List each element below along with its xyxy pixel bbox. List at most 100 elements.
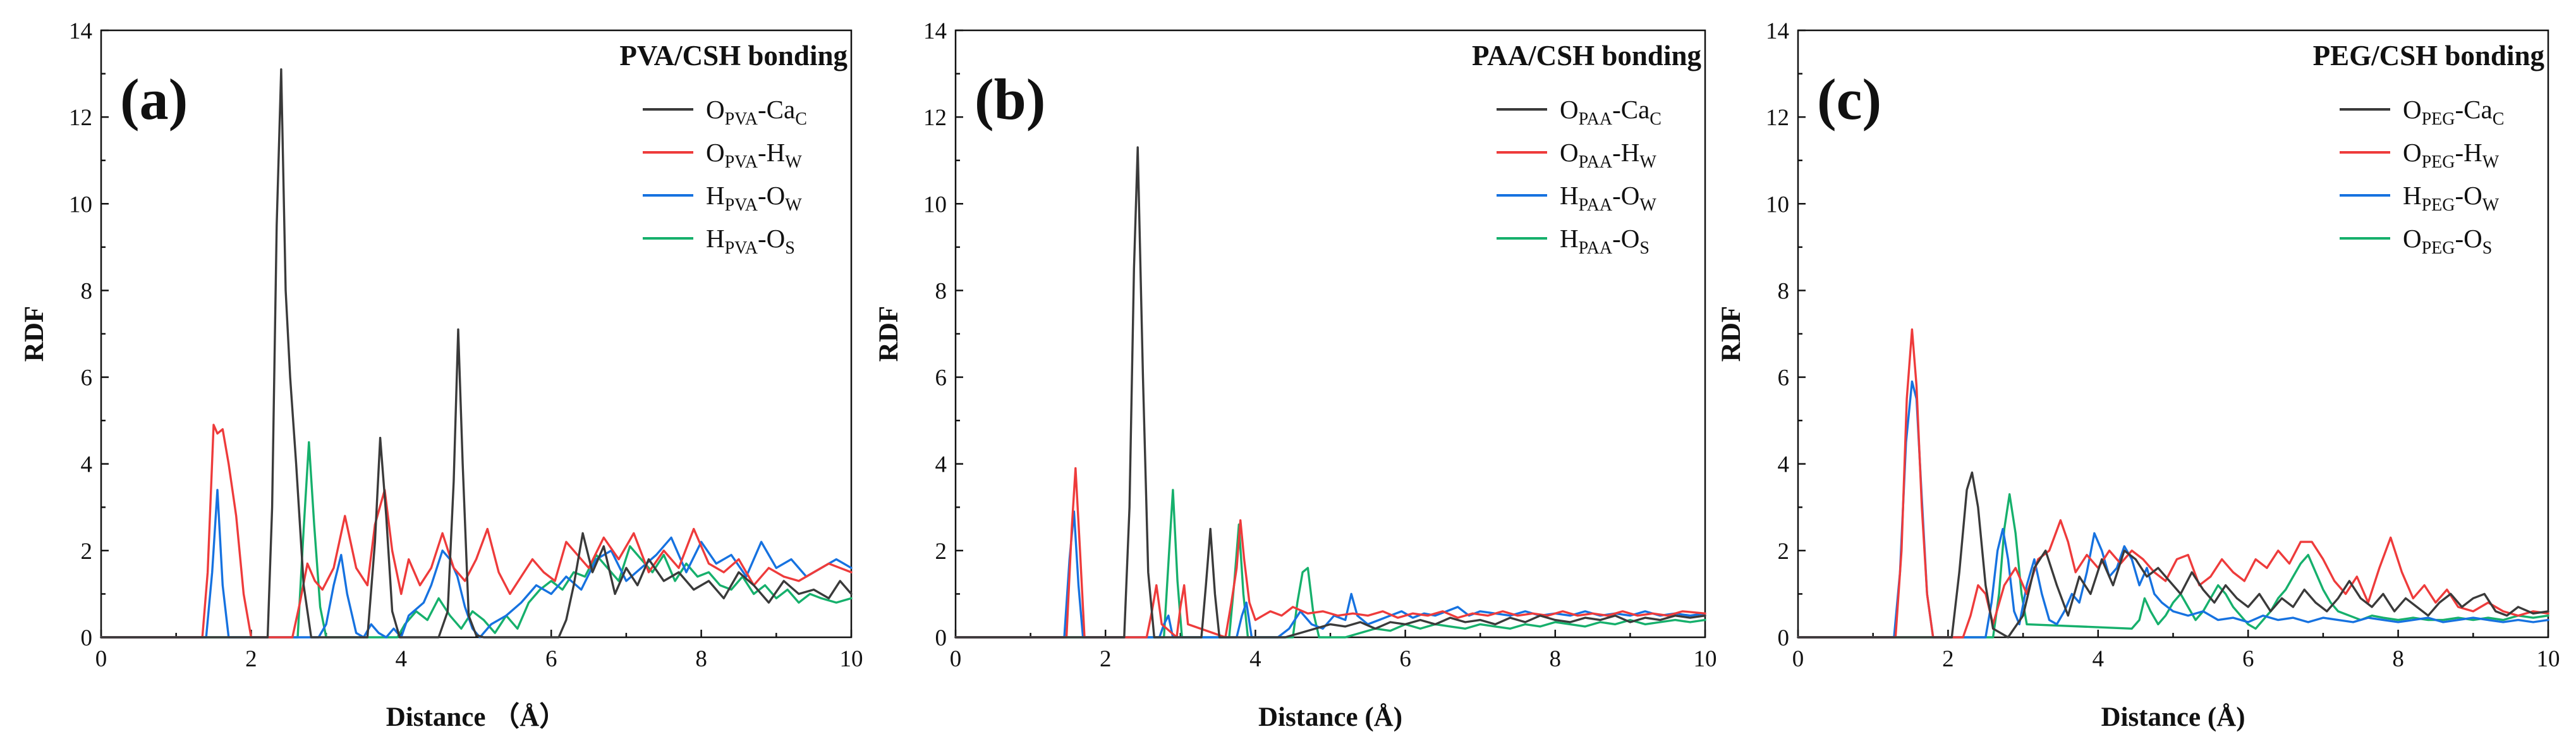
x-tick-label: 6 — [545, 646, 557, 672]
legend-label-sub2: C — [2493, 109, 2505, 129]
legend-label-sub2: W — [1639, 195, 1656, 215]
x-tick-label: 10 — [840, 646, 863, 672]
x-axis-title: Distance (Å) — [2101, 702, 2245, 732]
x-tick-label: 4 — [1249, 646, 1261, 672]
y-axis-title: RDF — [1716, 306, 1746, 362]
panel-label: (a) — [120, 67, 188, 132]
legend-label-sub1: PAA — [1579, 109, 1613, 129]
legend-label-sub2: W — [2482, 195, 2500, 215]
legend-label-mid: -O — [758, 181, 785, 210]
series-line-opeg-hw — [1797, 328, 2549, 639]
y-tick-label: 0 — [935, 625, 947, 651]
legend-label-sub2: C — [795, 109, 807, 129]
y-tick-label: 4 — [1778, 452, 1790, 478]
y-tick-label: 10 — [1766, 192, 1789, 217]
legend-label-main: O — [2403, 138, 2422, 167]
x-tick-label: 8 — [2392, 646, 2404, 672]
legend-label-sub2: W — [785, 195, 802, 215]
legend-label-sub1: PAA — [1579, 195, 1613, 215]
legend-label-mid: -Ca — [1612, 95, 1649, 124]
y-tick-label: 10 — [69, 192, 92, 217]
legend-label-mid: -Ca — [758, 95, 795, 124]
chart-panel-a: 0 2 4 6 8 10 0 2 4 6 8 10 12 14 Distance （Å） RDF (a) PVA/… — [20, 18, 863, 732]
legend-label-sub1: PVA — [725, 152, 758, 172]
legend-label-main: H — [2403, 181, 2422, 210]
panel-label: (c) — [1817, 67, 1881, 132]
legend-label-sub2: W — [1639, 152, 1656, 172]
legend-label-main: O — [1560, 95, 1579, 124]
series-line-opaa-cac — [954, 146, 1706, 639]
y-tick-label: 10 — [923, 192, 947, 217]
legend-label-sub2: S — [2482, 238, 2493, 258]
legend-entry: OPEG-OS — [2340, 224, 2492, 258]
chart-title: PEG/CSH bonding — [2313, 40, 2545, 71]
y-tick-label: 14 — [69, 18, 92, 44]
legend-label-sub1: PAA — [1579, 152, 1613, 172]
legend-label: OPVA-HW — [706, 138, 802, 172]
legend-label-mid: -Ca — [2455, 95, 2493, 124]
y-tick-label: 12 — [69, 105, 92, 131]
legend-entry: OPEG-HW — [2340, 138, 2500, 172]
legend-label-sub2: W — [2482, 152, 2500, 172]
chart-panel-b: 0 2 4 6 8 10 0 2 4 6 8 10 12 14 Distance (Å) RDF (b) PAA/… — [874, 18, 1717, 732]
legend-label: OPAA-HW — [1560, 138, 1656, 172]
legend-label-main: O — [706, 95, 725, 124]
series-line-opeg-cac — [1797, 471, 2549, 639]
legend-entry: OPVA-CaC — [643, 95, 807, 129]
x-tick-label: 6 — [2242, 646, 2254, 672]
legend-entry: HPAA-OW — [1497, 181, 1656, 215]
legend-label-sub1: PVA — [725, 238, 758, 258]
legend-label-sub2: S — [785, 238, 795, 258]
legend-label: HPVA-OW — [706, 181, 802, 215]
x-tick-label: 2 — [245, 646, 257, 672]
legend-label-mid: -O — [1612, 224, 1639, 253]
legend-label-mid: -O — [2455, 181, 2482, 210]
y-tick-label: 0 — [81, 625, 93, 651]
legend-label: HPAA-OS — [1560, 224, 1649, 258]
chart-panel-c: 0 2 4 6 8 10 0 2 4 6 8 10 12 14 Distance (Å) RDF (c) PEG/… — [1716, 18, 2560, 732]
legend-entry: OPAA-CaC — [1497, 95, 1662, 129]
legend-label-mid: -H — [2455, 138, 2482, 167]
series-line-hpva-os — [100, 441, 853, 639]
series-line-opva-hw — [100, 424, 853, 639]
x-axis-title: Distance （Å） — [386, 702, 566, 732]
legend-label: OPVA-CaC — [706, 95, 807, 129]
legend-label-sub1: PEG — [2422, 109, 2455, 129]
x-tick-label: 8 — [695, 646, 707, 672]
legend-label: HPAA-OW — [1560, 181, 1656, 215]
series-line-hpaa-ow — [954, 510, 1706, 639]
legend-entry: HPEG-OW — [2340, 181, 2500, 215]
legend-entry: HPVA-OW — [643, 181, 802, 215]
x-tick-label: 0 — [95, 646, 107, 672]
legend-label-mid: -H — [758, 138, 785, 167]
legend-label-sub1: PVA — [725, 195, 758, 215]
legend-entry: OPAA-HW — [1497, 138, 1656, 172]
legend-label-mid: -O — [2455, 224, 2482, 253]
y-tick-label: 6 — [81, 365, 93, 391]
y-tick-label: 4 — [935, 452, 947, 478]
legend-label: OPAA-CaC — [1560, 95, 1662, 129]
y-tick-label: 6 — [1778, 365, 1790, 391]
legend-label-mid: -O — [1612, 181, 1639, 210]
legend-label-main: O — [2403, 95, 2422, 124]
legend-entry: OPEG-CaC — [2340, 95, 2504, 129]
legend-label-main: O — [706, 138, 725, 167]
series-line-opva-cac — [100, 68, 853, 639]
x-tick-label: 10 — [2537, 646, 2560, 672]
x-tick-label: 8 — [1550, 646, 1562, 672]
legend-label-sub2: W — [785, 152, 802, 172]
legend-label-sub2: C — [1649, 109, 1662, 129]
x-axis-title: Distance (Å) — [1258, 702, 1402, 732]
legend-label: OPEG-HW — [2403, 138, 2500, 172]
y-tick-label: 2 — [81, 539, 93, 565]
legend-label-sub2: S — [1639, 238, 1649, 258]
legend-label-mid: -H — [1612, 138, 1639, 167]
chart-title: PVA/CSH bonding — [619, 40, 848, 71]
x-tick-label: 6 — [1399, 646, 1411, 672]
legend-label: OPEG-CaC — [2403, 95, 2504, 129]
y-tick-label: 14 — [923, 18, 947, 44]
y-axis-title: RDF — [20, 306, 49, 362]
series-line-hpeg-ow — [1797, 380, 2549, 639]
x-tick-label: 0 — [950, 646, 962, 672]
